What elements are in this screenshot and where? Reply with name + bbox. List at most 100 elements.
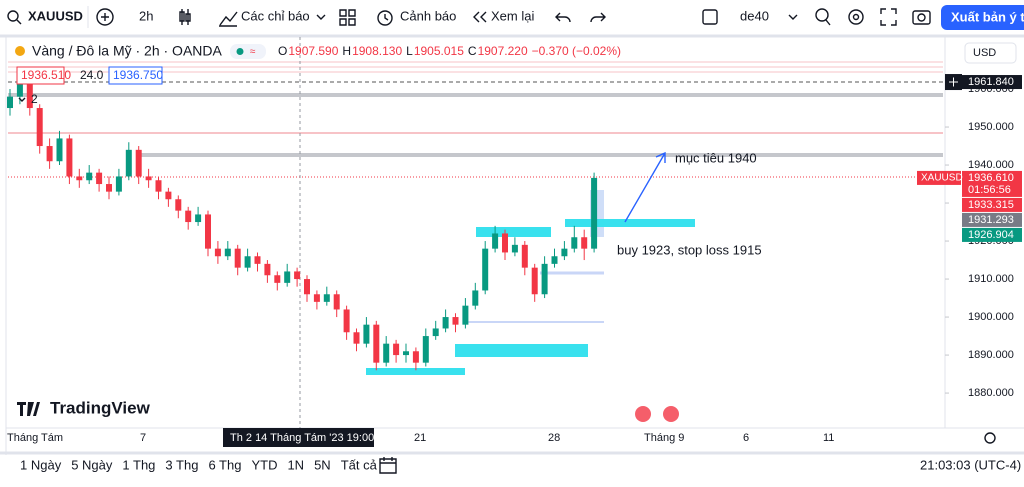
collapsed-count[interactable]: 2	[31, 92, 38, 106]
snapshot-icon	[917, 13, 926, 22]
candle-body	[432, 328, 439, 337]
price-tag	[962, 170, 1022, 197]
y-tick-label: 1910.000	[968, 273, 1014, 285]
snapshot-icon[interactable]	[912, 10, 931, 25]
goto-date-icon[interactable]	[379, 457, 397, 474]
currency-button[interactable]	[964, 42, 1017, 64]
indicators-icon[interactable]	[219, 11, 238, 27]
buy-price[interactable]: 1936.750	[113, 68, 163, 82]
candle-body	[284, 271, 291, 283]
layout-icon[interactable]	[702, 9, 718, 25]
candle-body	[16, 81, 23, 97]
range-button[interactable]: 3 Thg	[165, 457, 198, 472]
redo-icon[interactable]	[590, 12, 606, 23]
range-button[interactable]: YTD	[251, 457, 277, 472]
sell-button[interactable]	[16, 66, 65, 85]
quick-search-icon[interactable]	[815, 8, 829, 22]
price-tag	[962, 75, 1022, 90]
range-button[interactable]: 6 Thg	[208, 457, 241, 472]
ohlc-value: 1905.015	[414, 44, 464, 58]
candle-body	[234, 248, 241, 268]
sell-price[interactable]: 1936.510	[21, 68, 71, 82]
candle-body	[472, 290, 479, 306]
price-tag-label: 1961.840	[968, 76, 1014, 88]
status-pill	[230, 44, 266, 59]
fullscreen-icon[interactable]	[880, 8, 897, 26]
x-tick-label: 6	[743, 432, 749, 444]
range-button[interactable]: 1 Thg	[122, 457, 155, 472]
candle-body	[393, 343, 400, 356]
candle-body	[274, 275, 281, 283]
candle-body	[353, 332, 360, 344]
price-tag	[962, 212, 1022, 227]
candle-body	[492, 233, 499, 249]
candle-body	[115, 176, 122, 192]
alert-icon[interactable]	[377, 10, 393, 26]
replay-icon[interactable]	[473, 11, 487, 23]
candle-body	[541, 263, 548, 295]
collapse-icon[interactable]	[18, 97, 26, 102]
candle-body	[442, 317, 449, 329]
candle-body	[313, 294, 320, 302]
publish-label[interactable]: Xuất bản ý tư	[951, 9, 1024, 24]
range-button[interactable]: Tất cả	[341, 457, 378, 472]
interval[interactable]: 2h	[139, 8, 153, 23]
candle-body	[145, 176, 152, 181]
search-icon[interactable]	[7, 10, 19, 22]
publish-button[interactable]	[941, 5, 1024, 30]
zone	[366, 368, 465, 375]
range-button[interactable]: 1 Ngày	[20, 457, 62, 472]
spread: 24.0	[80, 68, 104, 82]
candle-body	[373, 324, 380, 363]
quick-search-icon	[825, 19, 831, 26]
candle-body	[561, 248, 568, 257]
alert-icon	[384, 14, 389, 21]
symbol-tag-label: XAUUSD	[921, 173, 963, 184]
clock: 21:03:03 (UTC-4)	[920, 457, 1021, 472]
x-tick-label: 7	[140, 432, 146, 444]
candle-body	[56, 138, 63, 162]
chevron[interactable]	[788, 14, 798, 20]
add-icon[interactable]	[96, 8, 114, 26]
zone	[455, 344, 588, 357]
event-flag[interactable]	[663, 406, 679, 422]
crosshair-label-bg	[223, 428, 374, 447]
indicators[interactable]: Các chỉ báo	[241, 8, 310, 23]
templates-icon[interactable]	[339, 9, 356, 26]
data-status: ≈	[250, 47, 256, 58]
event-flag[interactable]	[635, 406, 651, 422]
candle-body	[86, 172, 93, 181]
candle-body	[511, 244, 518, 253]
chevron[interactable]	[316, 14, 326, 20]
market-status	[236, 48, 244, 55]
axis-settings-icon[interactable]	[984, 432, 996, 444]
candle-body	[551, 256, 558, 264]
range-button[interactable]: 5N	[314, 457, 331, 472]
ohlc-value: 1908.130	[352, 44, 402, 58]
buy-button[interactable]	[108, 66, 163, 85]
candle-body	[521, 244, 528, 268]
settings-icon[interactable]	[848, 9, 864, 25]
ohlc-key: O	[278, 44, 287, 58]
currency[interactable]: USD	[973, 47, 996, 59]
plus-icon[interactable]	[949, 77, 958, 87]
symbol[interactable]: XAUUSD	[28, 8, 83, 23]
range-button[interactable]: 5 Ngày	[71, 457, 113, 472]
settings-icon	[852, 13, 860, 21]
candle-body	[323, 294, 330, 302]
ohlc-value: 1907.220	[478, 44, 528, 58]
candle-body	[462, 305, 469, 325]
y-tick-label: 1880.000	[968, 387, 1014, 399]
candle-body	[165, 191, 172, 200]
alerts[interactable]: Cảnh báo	[400, 8, 456, 23]
layout-name[interactable]: de40	[740, 8, 769, 23]
ohlc-value: 1907.590	[288, 44, 338, 58]
chart-type-icon[interactable]	[179, 9, 191, 25]
candles	[7, 70, 598, 371]
y-tick-label: 1950.000	[968, 121, 1014, 133]
range-button[interactable]: 1N	[287, 457, 304, 472]
replay[interactable]: Xem lại	[491, 8, 534, 23]
candle-body	[46, 146, 53, 162]
ohlc-key: H	[342, 44, 351, 58]
undo-icon[interactable]	[555, 12, 571, 23]
